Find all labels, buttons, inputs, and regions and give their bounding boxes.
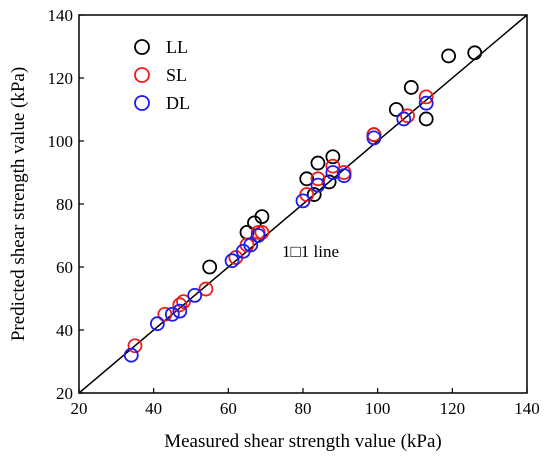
data-point-sl [157,306,173,322]
x-tick-label: 20 [71,399,88,418]
data-point-dl [164,306,180,322]
x-tick-label: 60 [220,399,237,418]
y-tick-label: 120 [48,69,74,88]
y-axis-label: Predicted shear strength value (kPa) [8,67,29,341]
data-point-ll [388,102,404,117]
y-tick-label: 60 [56,258,73,277]
points-layer [123,45,483,363]
data-point-sl [418,89,434,105]
legend-marker-dl [134,95,150,111]
x-tick-label: 120 [440,399,466,418]
reference-line [78,14,528,394]
data-point-dl [149,316,165,332]
data-point-dl [172,303,188,319]
data-point-ll [310,155,326,171]
data-point-ll [325,149,341,165]
data-point-sl [176,294,191,310]
y-tick-label: 80 [56,195,73,214]
legend-label-dl: DL [166,93,190,113]
data-point-sl [198,281,214,297]
data-point-ll [441,48,457,64]
data-point-sl [310,171,326,187]
x-tick-label: 100 [365,399,391,418]
y-tick-label: 100 [48,132,74,151]
y-tick-label: 20 [56,384,73,403]
data-point-ll [467,45,483,61]
legend-marker-ll [134,39,150,55]
ticks-layer: 20 40 60 80 100 120 140 20 40 60 80 100 120 140 [48,6,540,418]
legend: LL SL DL [134,37,190,113]
x-axis-label: Measured shear strength value (kPa) [164,431,442,452]
legend-label-sl: SL [166,65,187,85]
legend-label-ll: LL [166,37,188,57]
reference-line-label: 1□1 line [282,242,339,261]
data-point-dl [250,228,266,243]
data-point-dl [123,347,139,363]
data-point-ll [299,171,315,187]
data-point-ll [254,209,270,225]
x-tick-label: 140 [514,399,540,418]
data-point-sl [325,158,341,174]
data-point-dl [310,177,326,193]
x-tick-label: 40 [145,399,162,418]
data-point-dl [366,130,382,146]
data-point-sl [172,297,188,313]
data-point-dl [243,237,259,253]
y-tick-label: 40 [56,321,73,340]
data-point-sl [400,108,415,124]
data-point-ll [202,259,218,275]
data-point-dl [418,95,434,111]
data-point-dl [396,111,412,127]
data-point-ll [403,80,419,95]
legend-marker-sl [134,67,150,83]
reference-line-layer [78,14,528,394]
x-tick-label: 80 [295,399,312,418]
data-point-dl [295,193,311,209]
data-point-ll [418,111,434,127]
data-point-sl [254,224,270,240]
y-tick-label: 140 [48,6,74,25]
data-point-sl [127,338,143,354]
data-point-dl [224,253,240,269]
data-point-dl [336,168,352,184]
series-dl [123,95,434,363]
data-point-ll [306,187,322,202]
data-point-sl [366,127,382,143]
data-point-dl [187,287,203,303]
